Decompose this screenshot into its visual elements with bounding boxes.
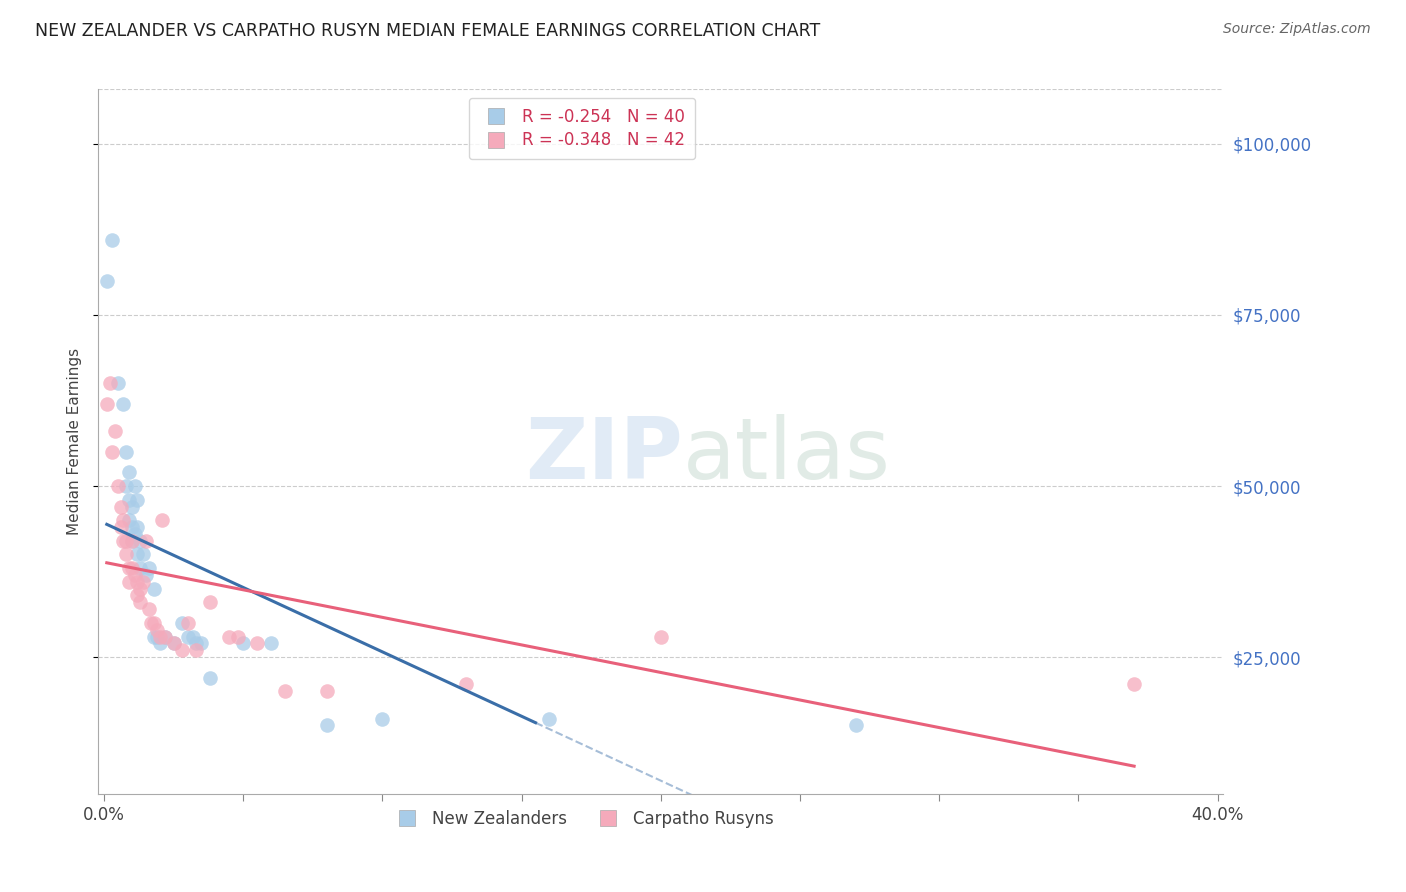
Point [538, 712, 561, 726]
Point [112, 533, 135, 548]
Point [152, 513, 174, 527]
Point [162, 636, 184, 650]
Point [138, 602, 160, 616]
Point [121, 520, 143, 534]
Point [127, 548, 149, 562]
Point [274, 684, 297, 698]
Point [112, 513, 135, 527]
Point [138, 561, 160, 575]
Point [143, 630, 166, 644]
Point [121, 500, 143, 514]
Point [121, 561, 143, 575]
Point [132, 574, 155, 589]
Point [149, 636, 172, 650]
Point [198, 595, 221, 609]
Point [141, 615, 163, 630]
Point [118, 466, 141, 480]
Point [176, 630, 198, 644]
Point [127, 492, 149, 507]
Point [226, 630, 249, 644]
Point [115, 548, 138, 562]
Point [101, 233, 124, 247]
Point [184, 643, 207, 657]
Point [176, 615, 198, 630]
Point [129, 595, 152, 609]
Point [181, 630, 204, 644]
Point [107, 376, 129, 391]
Point [127, 520, 149, 534]
Point [162, 636, 184, 650]
Point [135, 533, 157, 548]
Point [118, 561, 141, 575]
Text: NEW ZEALANDER VS CARPATHO RUSYN MEDIAN FEMALE EARNINGS CORRELATION CHART: NEW ZEALANDER VS CARPATHO RUSYN MEDIAN F… [35, 22, 820, 40]
Point [198, 671, 221, 685]
Point [118, 513, 141, 527]
Point [129, 561, 152, 575]
Point [454, 677, 477, 691]
Point [232, 636, 254, 650]
Point [190, 636, 212, 650]
Point [124, 479, 146, 493]
Point [155, 630, 177, 644]
Point [143, 615, 166, 630]
Point [118, 492, 141, 507]
Point [98, 376, 121, 391]
Point [107, 479, 129, 493]
Point [124, 527, 146, 541]
Point [1123, 677, 1146, 691]
Point [315, 684, 337, 698]
Point [101, 445, 124, 459]
Point [121, 533, 143, 548]
Point [184, 636, 207, 650]
Text: atlas: atlas [683, 414, 891, 497]
Point [110, 520, 132, 534]
Point [146, 623, 169, 637]
Point [115, 479, 138, 493]
Point [135, 568, 157, 582]
Point [118, 574, 141, 589]
Point [115, 533, 138, 548]
Point [115, 445, 138, 459]
Text: ZIP: ZIP [526, 414, 683, 497]
Point [650, 630, 672, 644]
Point [315, 718, 337, 732]
Y-axis label: Median Female Earnings: Median Female Earnings [67, 348, 83, 535]
Point [132, 548, 155, 562]
Point [127, 574, 149, 589]
Text: Source: ZipAtlas.com: Source: ZipAtlas.com [1223, 22, 1371, 37]
Point [129, 533, 152, 548]
Point [96, 397, 118, 411]
Point [143, 582, 166, 596]
Point [110, 500, 132, 514]
Point [371, 712, 394, 726]
Point [260, 636, 283, 650]
Point [149, 630, 172, 644]
Point [121, 533, 143, 548]
Point [129, 582, 152, 596]
Point [170, 615, 193, 630]
Point [96, 274, 118, 288]
Point [124, 568, 146, 582]
Point [146, 630, 169, 644]
Point [104, 424, 127, 438]
Point [246, 636, 269, 650]
Point [155, 630, 177, 644]
Point [845, 718, 868, 732]
Point [218, 630, 240, 644]
Point [112, 397, 135, 411]
Point [127, 589, 149, 603]
Point [170, 643, 193, 657]
Legend: New Zealanders, Carpatho Rusyns: New Zealanders, Carpatho Rusyns [384, 804, 780, 835]
